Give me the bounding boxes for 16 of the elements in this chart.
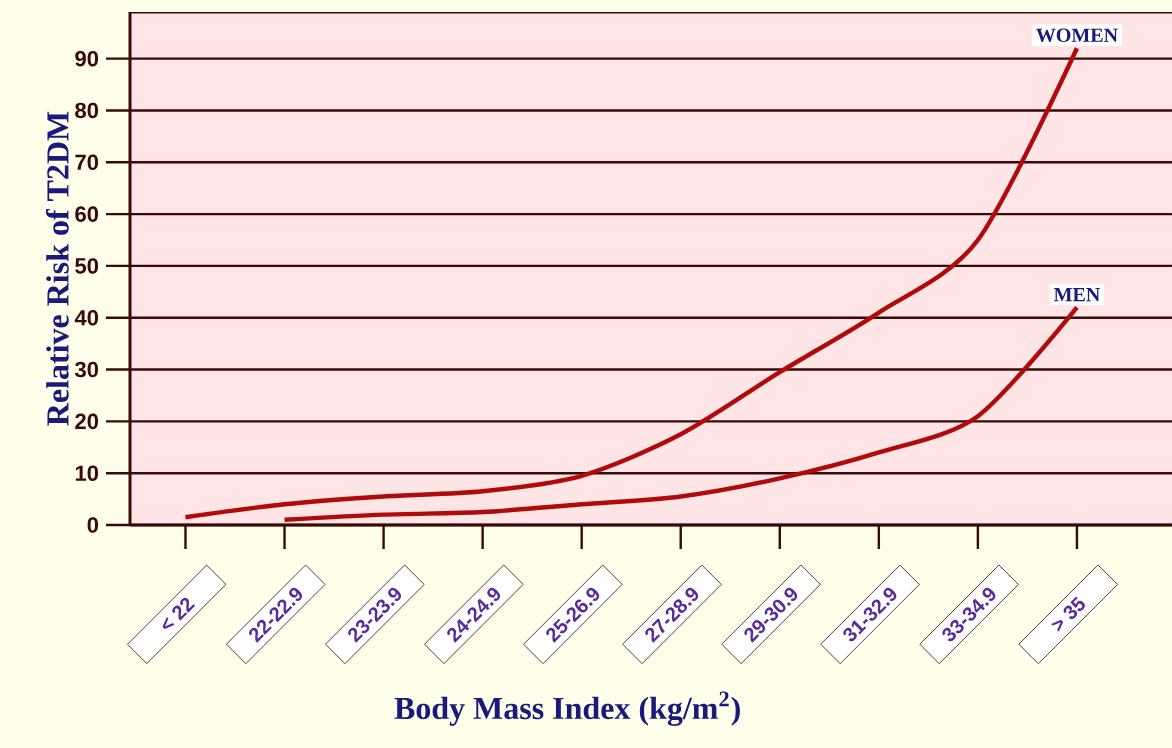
y-tick-label: 20 <box>75 413 99 430</box>
y-tick-label: 30 <box>74 361 99 378</box>
y-tick-label: 70 <box>75 154 99 171</box>
y-axis-title: Relative Risk of T2DM <box>45 111 69 426</box>
x-tick-label: < 22 <box>162 597 196 630</box>
y-tick-label: 80 <box>75 102 99 119</box>
series-label: WOMEN <box>1036 28 1118 43</box>
y-tick-label: 50 <box>75 258 99 274</box>
y-tick-label: 0 <box>87 517 99 533</box>
y-tick-label: 10 <box>75 465 99 481</box>
x-axis-title: Body Mass Index (kg/m$^{2}$) <box>394 691 740 726</box>
y-tick-label: 60 <box>75 206 99 222</box>
y-tick-label: 40 <box>74 309 99 326</box>
x-tick-label: > 35 <box>1051 596 1085 632</box>
series-label: MEN <box>1053 288 1100 302</box>
y-tick-label: 90 <box>75 50 99 67</box>
